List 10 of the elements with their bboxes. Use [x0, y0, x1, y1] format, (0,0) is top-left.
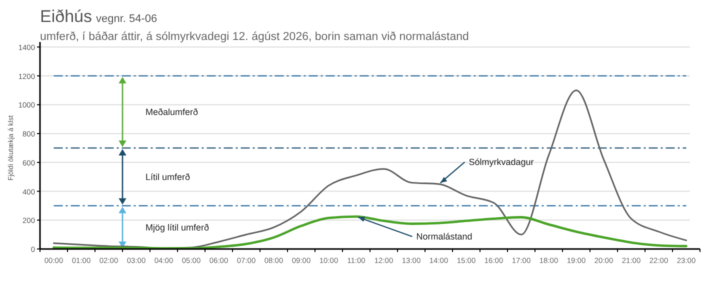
- annotation: Mjög lítil umferð: [146, 222, 210, 232]
- annotation: Meðalumferð: [146, 106, 198, 117]
- chart-title: Eiðhús: [40, 7, 92, 26]
- chart-subtitle: umferð, í báðar áttir, á sólmyrkvadegi 12. ágúst 2026, borin saman við normalástand: [40, 31, 469, 43]
- series-label: Normalástand: [416, 232, 472, 242]
- series-label: Sólmyrkvadagur: [468, 157, 534, 168]
- line-series: [52, 215, 688, 250]
- text: vegnr. 54-06: [96, 13, 158, 25]
- annotation: Lítil umferð: [146, 172, 190, 182]
- line-series: [52, 89, 688, 250]
